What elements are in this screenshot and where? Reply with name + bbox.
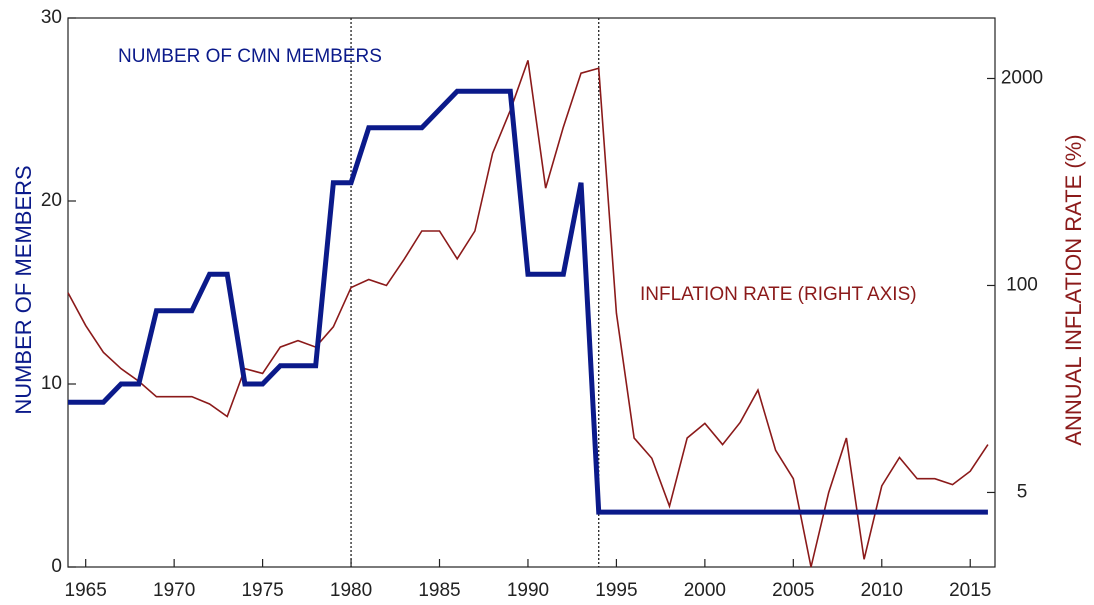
- data-line: [68, 88, 988, 515]
- x-tick-label: 1970: [153, 580, 195, 601]
- y-tick-label: 30: [41, 7, 62, 28]
- y2-tick-label: 5: [1017, 481, 1028, 502]
- y2-tick-label: 2000: [1001, 68, 1043, 89]
- x-tick-label: 2010: [861, 580, 903, 601]
- x-tick-label: 1980: [330, 580, 372, 601]
- x-tick-label: 1985: [418, 580, 460, 601]
- y-tick-label: 20: [41, 190, 62, 211]
- y-axis-label: NUMBER OF MEMBERS: [11, 165, 36, 414]
- x-tick-label: 2005: [772, 580, 814, 601]
- series-label: INFLATION RATE (RIGHT AXIS): [640, 284, 917, 305]
- x-tick-label: 2000: [684, 580, 726, 601]
- x-tick-label: 1990: [507, 580, 549, 601]
- plot-frame: [67, 17, 996, 568]
- series-label: NUMBER OF CMN MEMBERS: [118, 46, 382, 67]
- x-tick-label: 1995: [595, 580, 637, 601]
- data-line: [67, 60, 989, 568]
- x-tick-label: 1965: [65, 580, 107, 601]
- y2-axis-label: ANNUAL INFLATION RATE (%): [1061, 134, 1086, 445]
- y2-tick-label: 100: [1006, 274, 1038, 295]
- y-tick-label: 0: [51, 556, 62, 577]
- y-tick-label: 10: [41, 373, 62, 394]
- x-tick-label: 2015: [949, 580, 991, 601]
- x-tick-label: 1975: [241, 580, 283, 601]
